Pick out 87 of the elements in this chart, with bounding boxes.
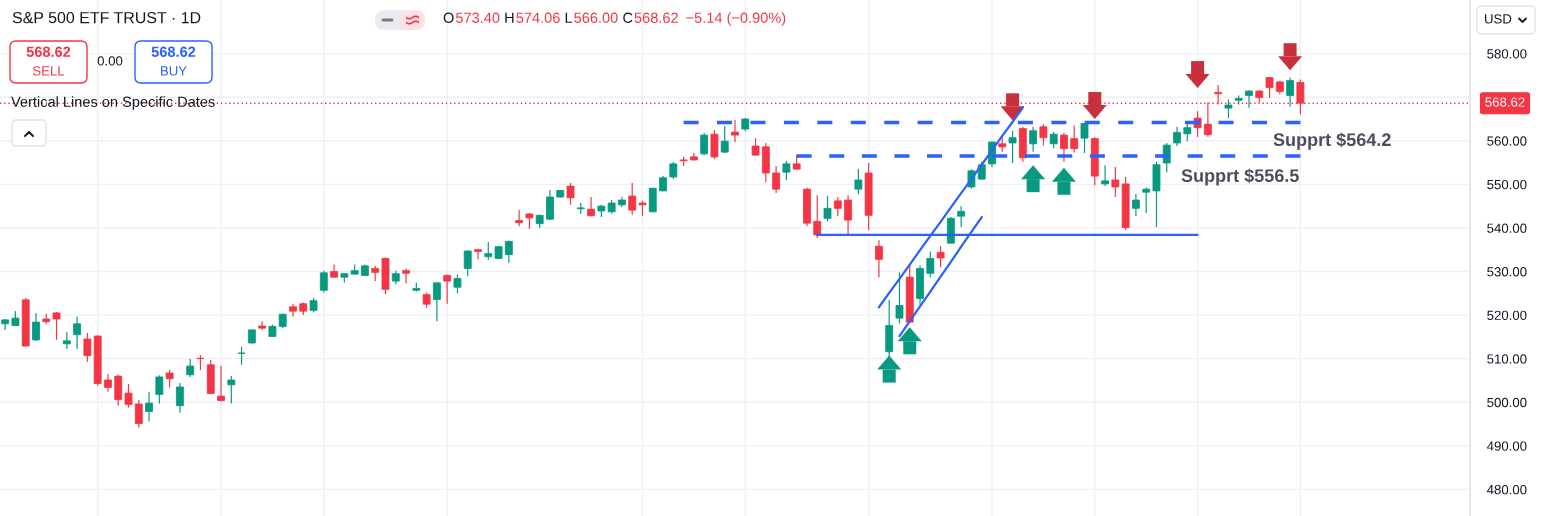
candlestick — [1224, 98, 1233, 119]
series-label: Supprt $564.2 — [1273, 132, 1391, 150]
y-tick-label: 540.00 — [1487, 223, 1527, 233]
candlestick — [875, 239, 883, 278]
candlestick — [926, 250, 935, 278]
annotation: 568.62 — [26, 46, 71, 57]
candlestick — [1070, 124, 1079, 154]
candlestick — [1039, 123, 1048, 146]
y-tick-label: 490.00 — [1486, 441, 1527, 451]
candlestick — [782, 160, 791, 181]
y-tick-label: 560.00 — [1487, 136, 1527, 146]
annotation: L — [565, 12, 573, 23]
candlestick — [823, 195, 832, 222]
annotation: H — [505, 12, 514, 23]
annotation: 573.40 — [455, 12, 500, 23]
annotation: 568.62 — [151, 46, 196, 57]
y-tick-label: 480.00 — [1486, 484, 1527, 495]
candlestick — [1060, 132, 1068, 163]
candlestick — [227, 375, 236, 405]
annotation: 0.00 — [97, 56, 123, 66]
annotation: O — [443, 12, 454, 23]
candlestick — [1265, 76, 1274, 99]
candlestick — [1008, 130, 1017, 164]
candlestick — [1, 318, 10, 331]
text: S&P 500 ETF TRUST · 1D — [12, 11, 201, 24]
text: USD — [1485, 14, 1512, 24]
candlestick — [217, 365, 225, 403]
candlestick — [833, 196, 842, 217]
candlestick — [145, 391, 153, 423]
candlestick — [114, 374, 123, 407]
candlestick — [134, 399, 143, 429]
candlestick — [1029, 126, 1038, 153]
candlestick — [32, 312, 40, 342]
candlestick — [1173, 126, 1181, 147]
y-tick-label: 580.00 — [1487, 49, 1527, 59]
candlestick — [700, 132, 709, 156]
annotation: SELL — [32, 66, 65, 76]
candlestick — [453, 273, 462, 294]
annotation: 568.62 — [634, 12, 678, 23]
candlestick — [124, 383, 133, 409]
candlestick — [720, 125, 729, 154]
candlestick — [566, 182, 575, 206]
candlestick — [175, 382, 184, 414]
candlestick — [73, 316, 82, 350]
y-tick-label: 500.00 — [1487, 397, 1527, 408]
candlestick — [813, 194, 822, 239]
candlestick — [515, 209, 524, 227]
candlestick — [402, 267, 410, 284]
annotation: 566.00 — [574, 12, 618, 23]
annotation: C — [623, 12, 633, 23]
candlestick — [155, 374, 164, 405]
candlestick — [844, 194, 852, 236]
candlestick — [1131, 193, 1140, 217]
candlestick — [443, 273, 452, 305]
candlestick — [1111, 166, 1120, 198]
candlestick — [731, 119, 739, 143]
candlestick — [1080, 122, 1089, 154]
candlestick — [628, 182, 637, 216]
candlestick — [1142, 187, 1151, 214]
y-tick-label: 520.00 — [1487, 310, 1527, 320]
candlestick — [463, 250, 472, 277]
annotation: BUY — [161, 66, 187, 76]
annotation: 574.06 — [516, 12, 560, 23]
candlestick — [474, 248, 482, 260]
candlestick — [1101, 164, 1109, 187]
candlestick — [432, 281, 441, 322]
candlestick — [957, 205, 966, 228]
candlestick — [319, 270, 328, 294]
candlestick — [52, 311, 61, 341]
candlestick — [936, 245, 945, 268]
candlestick — [895, 271, 904, 324]
candlestick — [1214, 84, 1223, 106]
series-label: Supprt $556.5 — [1181, 168, 1299, 186]
candlestick — [546, 189, 554, 221]
annotation: −5.14 (−0.90%) — [686, 12, 786, 26]
candlestick — [1245, 89, 1253, 109]
y-tick-label: 510.00 — [1487, 354, 1527, 364]
y-tick-label: 550.00 — [1487, 179, 1527, 190]
annotation: Vertical Lines on Specific Dates — [11, 96, 215, 110]
candlestick — [772, 165, 781, 194]
y-tick-label: 530.00 — [1487, 267, 1527, 277]
candlestick — [854, 168, 863, 195]
ref-line-label: 568.62 — [1485, 97, 1525, 107]
candlestick — [710, 129, 719, 160]
candlestick — [83, 332, 92, 363]
candlestick — [258, 320, 267, 331]
candlestick — [1286, 76, 1295, 108]
